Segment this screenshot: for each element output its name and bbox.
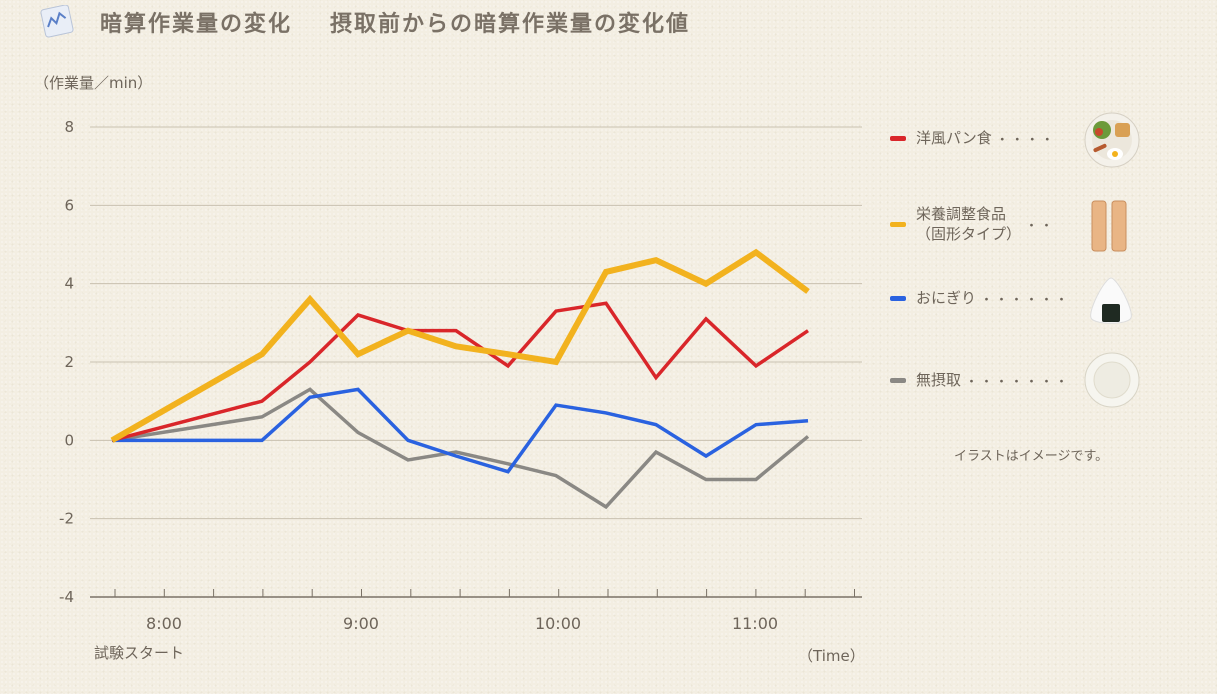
legend-label: 栄養調整食品 （固形タイプ） [916,205,1022,243]
legend-item-western-bread: 洋風パン食 ・・・・ [890,128,1056,148]
x-axis: 8:00 9:00 10:00 11:00 [114,589,855,633]
chart-subtitle: 摂取前からの暗算作業量の変化値 [330,12,691,37]
legend-dots: ・・・・・・・ [965,374,1071,390]
x-tick-label: 11:00 [732,614,778,633]
legend-dots: ・・ [1025,218,1056,234]
x-tick-label: 10:00 [535,614,581,633]
chart-grid [90,126,862,598]
y-tick-label: 4 [64,275,74,293]
chart-document-icon [40,5,74,38]
legend-dots: ・・・・・・ [980,292,1071,308]
legend-label: おにぎり [916,289,977,307]
legend-swatch [890,135,906,141]
series-line [111,387,810,510]
illustration-note: イラストはイメージです。 [954,449,1109,464]
y-tick-label: -2 [59,510,74,528]
legend-dots: ・・・・ [995,132,1056,148]
y-axis-label: （作業量／min） [34,74,153,92]
legend-swatch [890,221,906,227]
legend-swatch [890,377,906,383]
y-tick-label: 0 [64,431,74,449]
legend-swatch [890,295,906,301]
series-line [112,387,809,474]
y-tick-label: 6 [64,196,74,214]
y-tick-label: -4 [59,588,74,606]
y-tick-label: 8 [64,118,74,136]
onigiri-icon [1090,277,1132,324]
x-tick-label: 9:00 [343,614,379,633]
series-line [111,301,809,443]
x-tick-label: 8:00 [146,614,182,633]
nutrition-bar-icon [1091,200,1127,252]
legend-item-onigiri: おにぎり ・・・・・・ [890,288,1070,308]
x-axis-label: （Time） [798,647,865,665]
y-tick-label: 2 [64,353,74,371]
chart-header: 暗算作業量の変化 摂取前からの暗算作業量の変化値 [38,4,690,40]
chart-title: 暗算作業量の変化 [100,12,293,37]
chart-series [110,248,810,510]
legend-item-nutrition-food: 栄養調整食品 （固形タイプ） ・・ [890,204,1055,244]
legend-item-no-intake: 無摂取 ・・・・・・・ [890,370,1070,390]
empty-plate-icon [1084,352,1140,408]
legend-label: 洋風パン食 [916,129,992,147]
start-label: 試験スタート [94,644,185,662]
western-breakfast-plate-icon [1084,112,1140,168]
legend-label: 無摂取 [916,371,962,389]
y-tick-labels: -4 -2 0 2 4 6 8 [59,118,74,606]
